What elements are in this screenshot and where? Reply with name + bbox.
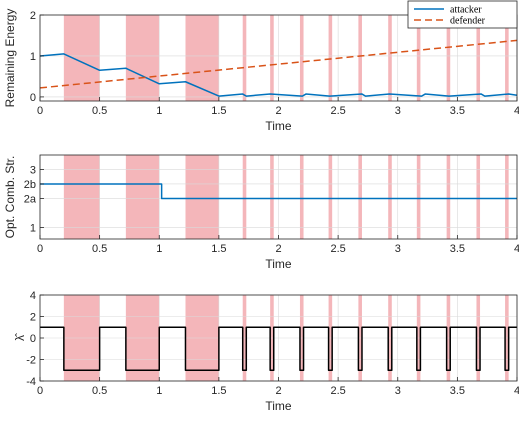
panel-1: 0 0.5 1 1.5 2 2.5 3 3.5 4 0 1 2 Time Remaining Energy… <box>3 0 519 133</box>
series-line-series-1 <box>40 326 517 371</box>
y-tick-label: 2a <box>24 193 37 205</box>
legend-label-defender: defender <box>450 16 486 27</box>
x-tick-label: 2.5 <box>330 243 345 255</box>
series-line-attacker <box>39 53 518 97</box>
x-tick-label: 3.5 <box>450 243 465 255</box>
shaded-interval-12 <box>476 155 481 239</box>
shaded-interval-8 <box>358 155 362 239</box>
y-tick-label: 1 <box>30 222 36 234</box>
x-tick-label: 2 <box>275 385 281 397</box>
shaded-interval-6 <box>299 155 304 239</box>
x-tick-label: 3.5 <box>450 105 465 117</box>
shaded-interval-6 <box>299 15 304 101</box>
x-axis-label: Time <box>265 399 292 413</box>
x-axis-label: Time <box>265 257 292 271</box>
x-tick-label: 3.5 <box>450 385 465 397</box>
x-tick-label: 2 <box>275 243 281 255</box>
shaded-interval-11 <box>446 15 451 101</box>
y-tick-label: 1 <box>30 51 36 63</box>
y-tick-label: 3 <box>30 164 36 176</box>
shaded-interval-4 <box>242 15 247 101</box>
shaded-interval-9 <box>388 155 392 239</box>
x-tick-label: 0.5 <box>92 243 107 255</box>
panel-3: 0 0.5 1 1.5 2 2.5 3 3.5 4 -4 -2 0 2 4 Time λ̂ <box>13 290 519 413</box>
shaded-interval-13 <box>505 155 509 239</box>
shaded-interval-1 <box>63 155 100 239</box>
y-axis-label: Opt. Comb. Str. <box>3 156 17 239</box>
x-tick-label: 0.5 <box>92 385 107 397</box>
shaded-interval-4 <box>242 155 247 239</box>
x-tick-label: 3 <box>395 243 401 255</box>
shaded-interval-10 <box>416 155 421 239</box>
x-tick-label: 1.5 <box>211 385 226 397</box>
shaded-interval-7 <box>328 15 333 101</box>
x-tick-label: 2 <box>275 105 281 117</box>
y-tick-label: 2 <box>30 10 36 22</box>
x-axis-label: Time <box>265 119 292 133</box>
x-tick-label: 3 <box>395 385 401 397</box>
y-axis-label: λ̂ <box>13 333 27 341</box>
x-tick-label: 4 <box>514 385 519 397</box>
x-tick-label: 1 <box>156 385 162 397</box>
panel-2: 0 0.5 1 1.5 2 2.5 3 3.5 4 1 2a 2b 3 Time Opt. Comb. St… <box>3 154 519 271</box>
shaded-interval-7 <box>328 155 333 239</box>
x-tick-label: 1 <box>156 105 162 117</box>
x-tick-label: 0.5 <box>92 105 107 117</box>
y-tick-label: -4 <box>26 376 36 388</box>
shaded-interval-10 <box>416 15 421 101</box>
shaded-interval-9 <box>388 15 392 101</box>
shaded-interval-3 <box>185 15 219 101</box>
shaded-interval-1 <box>63 15 100 101</box>
y-tick-label: 2 <box>30 312 36 324</box>
legend-label-attacker: attacker <box>450 5 482 16</box>
series-line-series-1 <box>40 183 517 200</box>
shaded-interval-3 <box>185 155 219 239</box>
y-axis-label: Remaining Energy <box>3 9 17 108</box>
shaded-interval-2 <box>125 155 160 239</box>
x-tick-label: 2.5 <box>330 385 345 397</box>
x-tick-label: 0 <box>37 385 43 397</box>
x-tick-label: 0 <box>37 105 43 117</box>
y-tick-label: 2b <box>24 179 36 191</box>
y-tick-label: -2 <box>26 355 36 367</box>
legend-box <box>407 0 518 29</box>
x-tick-label: 4 <box>514 105 519 117</box>
x-tick-label: 0 <box>37 243 43 255</box>
shaded-interval-11 <box>446 155 451 239</box>
shaded-interval-5 <box>270 155 274 239</box>
series-line-defender <box>39 39 518 89</box>
x-tick-label: 3 <box>395 105 401 117</box>
shaded-interval-5 <box>270 15 274 101</box>
x-tick-label: 2.5 <box>330 105 345 117</box>
shaded-interval-13 <box>505 15 509 101</box>
y-tick-label: 4 <box>30 290 36 302</box>
shaded-interval-2 <box>125 15 160 101</box>
x-tick-label: 1 <box>156 243 162 255</box>
shaded-interval-8 <box>358 15 362 101</box>
y-tick-label: 0 <box>30 92 36 104</box>
x-tick-label: 4 <box>514 243 519 255</box>
x-tick-label: 1.5 <box>211 243 226 255</box>
y-tick-label: 0 <box>30 333 36 345</box>
x-tick-label: 1.5 <box>211 105 226 117</box>
shaded-interval-12 <box>476 15 481 101</box>
